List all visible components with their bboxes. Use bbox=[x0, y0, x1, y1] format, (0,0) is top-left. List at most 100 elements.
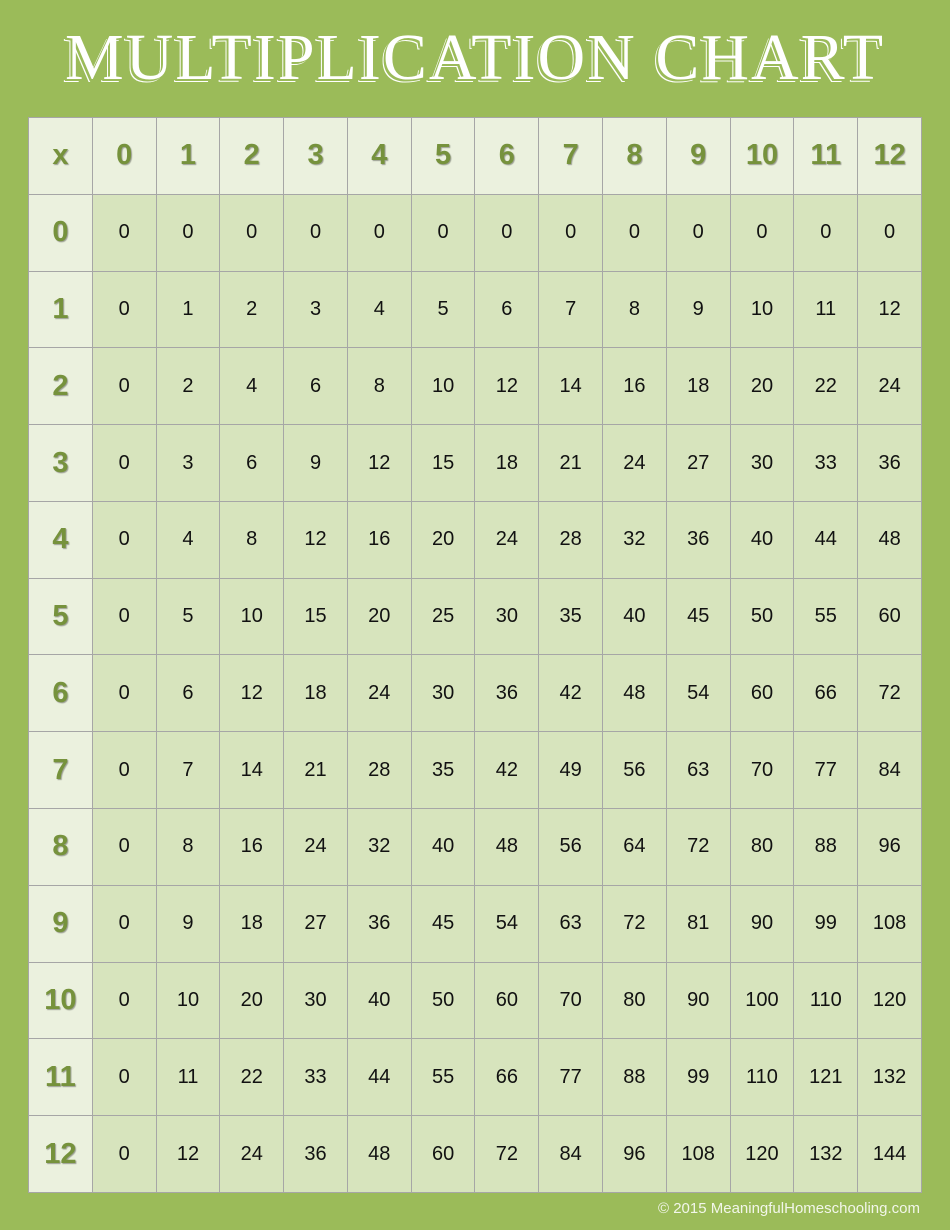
product-cell: 15 bbox=[283, 577, 348, 656]
product-cell: 48 bbox=[346, 1115, 412, 1193]
product-cell: 36 bbox=[665, 500, 731, 579]
product-cell: 14 bbox=[219, 731, 285, 810]
product-cell: 48 bbox=[602, 654, 667, 733]
product-cell: 16 bbox=[219, 808, 285, 886]
product-cell: 81 bbox=[665, 884, 731, 963]
product-cell: 48 bbox=[857, 500, 922, 579]
product-cell: 50 bbox=[410, 961, 476, 1040]
product-cell: 77 bbox=[793, 731, 859, 810]
product-cell: 0 bbox=[665, 193, 731, 272]
product-cell: 36 bbox=[857, 424, 922, 502]
product-cell: 8 bbox=[602, 270, 667, 349]
product-cell: 11 bbox=[793, 270, 859, 349]
product-cell: 60 bbox=[857, 577, 922, 656]
product-cell: 50 bbox=[729, 577, 795, 656]
product-cell: 36 bbox=[346, 884, 412, 963]
row-header: 8 bbox=[28, 808, 93, 886]
page-title: MULTIPLICATION CHART bbox=[64, 21, 886, 94]
table-row: 3 0 3 6 9 12 15 18 21 24 27 30 33 36 bbox=[28, 424, 922, 502]
multiplication-table: x 0 1 2 3 4 5 6 7 8 9 10 11 12 0 0 0 0 0 0 0 0 0 0 0 0 0 0 1 0 1 2 3 4 5 6 7… bbox=[28, 117, 922, 1193]
corner-label: x bbox=[28, 117, 93, 195]
product-cell: 33 bbox=[283, 1038, 348, 1117]
table-row: 4 0 4 8 12 16 20 24 28 32 36 40 44 48 bbox=[28, 500, 922, 579]
table-row: 9 0 9 18 27 36 45 54 63 72 81 90 99 108 bbox=[28, 884, 922, 963]
product-cell: 45 bbox=[410, 884, 476, 963]
product-cell: 9 bbox=[283, 424, 348, 502]
table-row: 2 0 2 4 6 8 10 12 14 16 18 20 22 24 bbox=[28, 347, 922, 426]
product-cell: 0 bbox=[91, 270, 157, 349]
table-row: 10 0 10 20 30 40 50 60 70 80 90 100 110 120 bbox=[28, 961, 922, 1040]
product-cell: 0 bbox=[474, 193, 540, 272]
product-cell: 0 bbox=[155, 193, 221, 272]
product-cell: 24 bbox=[602, 424, 667, 502]
product-cell: 20 bbox=[219, 961, 285, 1040]
row-header: 6 bbox=[28, 654, 93, 733]
product-cell: 55 bbox=[410, 1038, 476, 1117]
product-cell: 35 bbox=[410, 731, 476, 810]
product-cell: 0 bbox=[219, 193, 285, 272]
product-cell: 0 bbox=[346, 193, 412, 272]
product-cell: 60 bbox=[410, 1115, 476, 1193]
product-cell: 10 bbox=[219, 577, 285, 656]
product-cell: 64 bbox=[602, 808, 667, 886]
row-header: 5 bbox=[28, 577, 93, 656]
product-cell: 0 bbox=[729, 193, 795, 272]
product-cell: 5 bbox=[410, 270, 476, 349]
copyright-footer: © 2015 MeaningfulHomeschooling.com bbox=[657, 1200, 920, 1217]
product-cell: 60 bbox=[474, 961, 540, 1040]
product-cell: 18 bbox=[219, 884, 285, 963]
column-header: 2 bbox=[219, 117, 285, 195]
product-cell: 132 bbox=[857, 1038, 922, 1117]
product-cell: 30 bbox=[283, 961, 348, 1040]
product-cell: 24 bbox=[219, 1115, 285, 1193]
product-cell: 0 bbox=[91, 424, 157, 502]
product-cell: 132 bbox=[793, 1115, 859, 1193]
product-cell: 18 bbox=[665, 347, 731, 426]
product-cell: 80 bbox=[602, 961, 667, 1040]
product-cell: 22 bbox=[219, 1038, 285, 1117]
row-header: 10 bbox=[28, 961, 93, 1040]
column-header: 0 bbox=[91, 117, 157, 195]
product-cell: 40 bbox=[410, 808, 476, 886]
product-cell: 90 bbox=[729, 884, 795, 963]
product-cell: 0 bbox=[793, 193, 859, 272]
product-cell: 0 bbox=[410, 193, 476, 272]
product-cell: 4 bbox=[346, 270, 412, 349]
product-cell: 10 bbox=[155, 961, 221, 1040]
product-cell: 32 bbox=[602, 500, 667, 579]
product-cell: 0 bbox=[91, 500, 157, 579]
product-cell: 12 bbox=[857, 270, 922, 349]
product-cell: 0 bbox=[91, 654, 157, 733]
table-row: 7 0 7 14 21 28 35 42 49 56 63 70 77 84 bbox=[28, 731, 922, 810]
product-cell: 12 bbox=[155, 1115, 221, 1193]
product-cell: 0 bbox=[91, 1115, 157, 1193]
column-header: 10 bbox=[729, 117, 795, 195]
product-cell: 7 bbox=[155, 731, 221, 810]
product-cell: 27 bbox=[665, 424, 731, 502]
product-cell: 16 bbox=[602, 347, 667, 426]
product-cell: 4 bbox=[219, 347, 285, 426]
product-cell: 63 bbox=[665, 731, 731, 810]
product-cell: 33 bbox=[793, 424, 859, 502]
product-cell: 16 bbox=[346, 500, 412, 579]
product-cell: 2 bbox=[219, 270, 285, 349]
row-header: 4 bbox=[28, 500, 93, 579]
table-row: 1 0 1 2 3 4 5 6 7 8 9 10 11 12 bbox=[28, 270, 922, 349]
product-cell: 99 bbox=[793, 884, 859, 963]
product-cell: 90 bbox=[665, 961, 731, 1040]
product-cell: 6 bbox=[155, 654, 221, 733]
table-row: 12 0 12 24 36 48 60 72 84 96 108 120 132 144 bbox=[28, 1115, 922, 1193]
product-cell: 42 bbox=[474, 731, 540, 810]
product-cell: 8 bbox=[155, 808, 221, 886]
product-cell: 8 bbox=[346, 347, 412, 426]
product-cell: 70 bbox=[538, 961, 604, 1040]
table-row: 11 0 11 22 33 44 55 66 77 88 99 110 121 132 bbox=[28, 1038, 922, 1117]
product-cell: 0 bbox=[91, 347, 157, 426]
product-cell: 0 bbox=[91, 731, 157, 810]
product-cell: 12 bbox=[219, 654, 285, 733]
product-cell: 60 bbox=[729, 654, 795, 733]
product-cell: 0 bbox=[91, 808, 157, 886]
product-cell: 0 bbox=[91, 577, 157, 656]
product-cell: 0 bbox=[91, 961, 157, 1040]
product-cell: 3 bbox=[283, 270, 348, 349]
